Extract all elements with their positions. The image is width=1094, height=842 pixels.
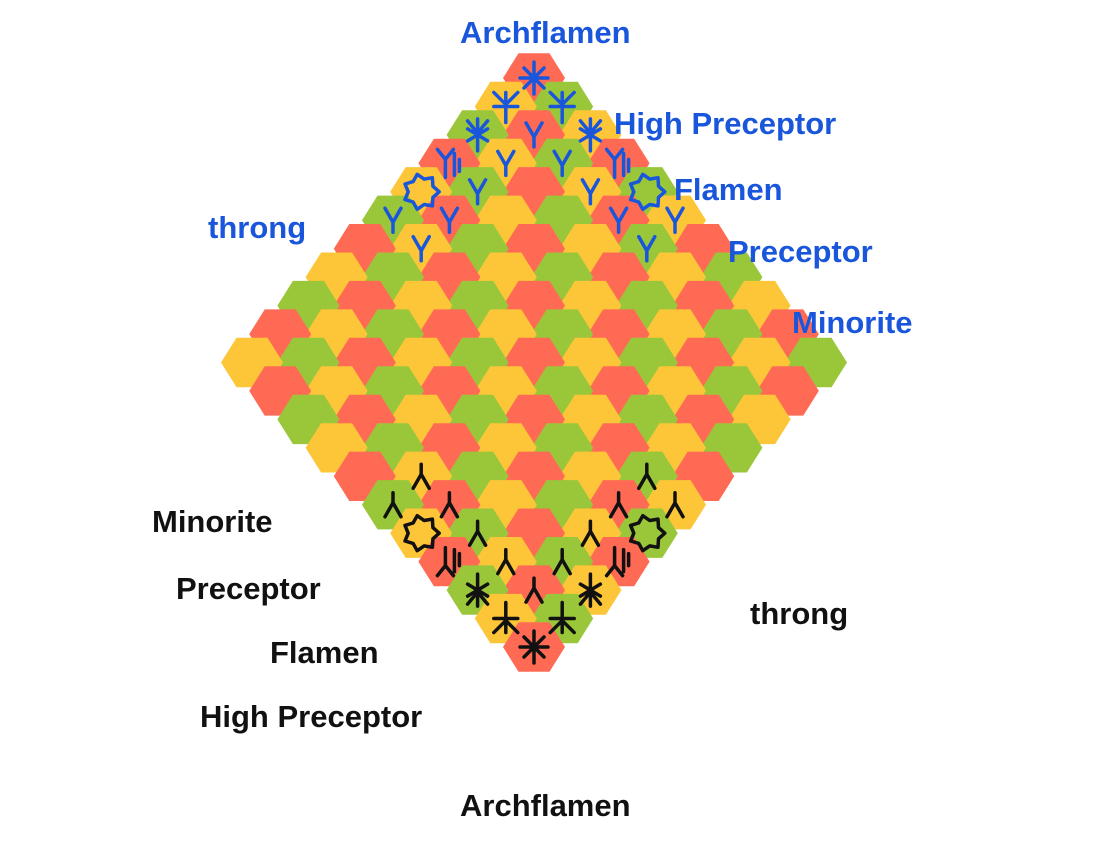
blue-throng-piece[interactable] [383,206,403,234]
throng-icon [439,206,460,234]
throng-icon [637,462,657,491]
blue-throng-piece[interactable] [580,178,601,206]
minorite-icon [403,513,441,553]
label-black-throng: throng [750,596,849,631]
preceptor-icon [435,545,462,578]
black-throng-piece[interactable] [496,547,516,576]
high-preceptor-icon [492,600,520,635]
black-preceptor-piece[interactable] [604,545,631,578]
black-throng-piece[interactable] [411,462,431,491]
label-blue-minorite: Minorite [792,305,913,340]
black-preceptor-piece[interactable] [435,545,462,578]
high-preceptor-icon [548,600,576,635]
blue-throng-piece[interactable] [608,206,629,234]
blue-minorite-piece[interactable] [628,172,667,212]
preceptor-icon [435,147,462,180]
flamen-icon [578,572,603,608]
throng-icon [608,491,629,519]
label-blue-throng: throng [208,210,307,245]
high-preceptor-icon [492,90,520,125]
blue-throng-piece[interactable] [439,206,460,234]
blue-preceptor-piece[interactable] [604,147,631,180]
black-throng-piece[interactable] [665,491,685,519]
throng-icon [496,547,516,576]
throng-icon [467,519,488,547]
preceptor-icon [604,545,631,578]
preceptor-icon [604,147,631,180]
blue-flamen-piece[interactable] [578,117,603,153]
minorite-icon [628,513,667,553]
black-throng-piece[interactable] [637,462,657,491]
blue-flamen-piece[interactable] [465,117,490,153]
blue-throng-piece[interactable] [637,234,657,263]
blue-throng-piece[interactable] [524,121,544,149]
label-black-high-preceptor: High Preceptor [200,699,423,734]
black-high-preceptor-piece[interactable] [492,600,520,635]
flamen-icon [465,117,490,153]
throng-icon [411,462,431,491]
black-throng-piece[interactable] [524,576,544,604]
blue-high-preceptor-piece[interactable] [492,90,520,125]
black-throng-piece[interactable] [608,491,629,519]
blue-throng-piece[interactable] [496,149,516,178]
black-throng-piece[interactable] [552,547,572,576]
blue-throng-piece[interactable] [552,149,572,178]
black-throng-piece[interactable] [383,491,403,519]
label-blue-high-preceptor: High Preceptor [614,106,837,141]
throng-icon [496,149,516,178]
label-blue-flamen: Flamen [674,172,783,207]
black-throng-piece[interactable] [467,519,488,547]
throng-icon [637,234,657,263]
black-minorite-piece[interactable] [403,513,441,553]
minorite-icon [403,172,441,212]
label-black-archflamen: Archflamen [460,788,631,823]
throng-icon [552,149,572,178]
black-flamen-piece[interactable] [465,572,490,608]
throng-icon [552,547,572,576]
throng-icon [665,206,685,234]
board-pieces [383,60,685,665]
blue-throng-piece[interactable] [411,234,431,263]
blue-minorite-piece[interactable] [403,172,441,212]
black-flamen-piece[interactable] [578,572,603,608]
blue-preceptor-piece[interactable] [435,147,462,180]
archflamen-icon [518,629,550,665]
black-throng-piece[interactable] [439,491,460,519]
minorite-icon [628,172,667,212]
flamen-icon [465,572,490,608]
flamen-icon [578,117,603,153]
throng-icon [383,491,403,519]
label-blue-archflamen: Archflamen [460,15,631,50]
throng-icon [665,491,685,519]
blue-high-preceptor-piece[interactable] [548,90,576,125]
blue-throng-piece[interactable] [467,178,488,206]
throng-icon [580,178,601,206]
label-blue-preceptor: Preceptor [728,234,873,269]
throng-icon [524,576,544,604]
black-archflamen-piece[interactable] [518,629,550,665]
throng-icon [467,178,488,206]
black-throng-piece[interactable] [580,519,601,547]
black-high-preceptor-piece[interactable] [548,600,576,635]
board-cells [221,53,847,672]
blue-archflamen-piece[interactable] [518,60,550,96]
label-black-minorite: Minorite [152,504,273,539]
throng-icon [383,206,403,234]
throng-icon [524,121,544,149]
throng-icon [439,491,460,519]
blue-throng-piece[interactable] [665,206,685,234]
throng-icon [411,234,431,263]
archflamen-icon [518,60,550,96]
high-preceptor-icon [548,90,576,125]
throng-icon [608,206,629,234]
label-black-flamen: Flamen [270,635,379,670]
throng-icon [580,519,601,547]
label-black-preceptor: Preceptor [176,571,321,606]
black-minorite-piece[interactable] [628,513,667,553]
